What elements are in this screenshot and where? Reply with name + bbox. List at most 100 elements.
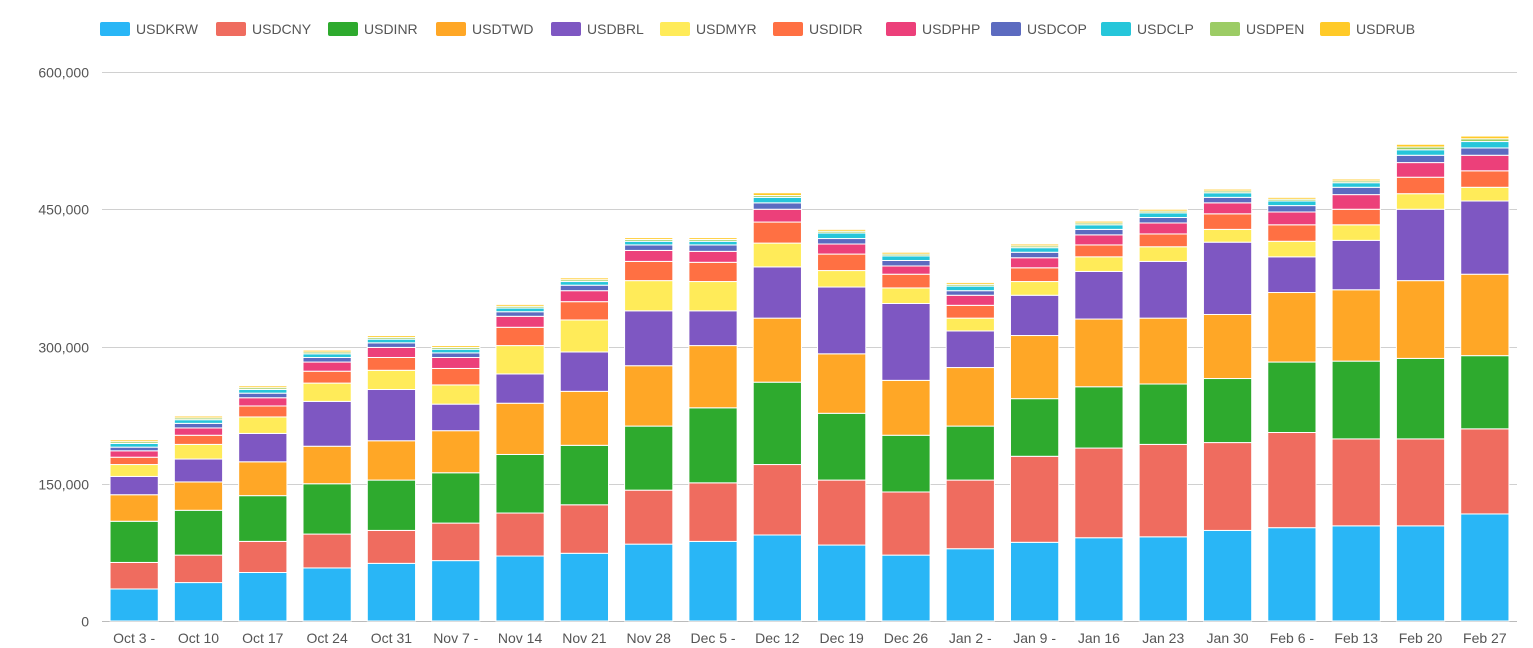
bar-segment-usdidr[interactable] xyxy=(624,260,674,282)
bar-segment-usdinr[interactable] xyxy=(817,412,867,481)
bar-segment-usdcny[interactable] xyxy=(109,561,159,590)
bar-segment-usdinr[interactable] xyxy=(752,381,802,466)
bar-segment-usdcny[interactable] xyxy=(238,540,288,574)
bar-segment-usdmyr[interactable] xyxy=(238,416,288,434)
bar-segment-usdbrl[interactable] xyxy=(366,389,417,442)
bar-segment-usdkrw[interactable] xyxy=(1331,525,1381,622)
bar-segment-usdclp[interactable] xyxy=(366,338,417,344)
bar-segment-usdtwd[interactable] xyxy=(1395,280,1446,359)
bar-segment-usdrub[interactable] xyxy=(366,335,417,338)
bar-segment-usdphp[interactable] xyxy=(1202,202,1253,215)
bar-segment-usdidr[interactable] xyxy=(559,301,610,321)
bar-segment-usdmyr[interactable] xyxy=(1074,256,1124,272)
bar-segment-usdtwd[interactable] xyxy=(1074,318,1124,388)
bar-segment-usdclp[interactable] xyxy=(688,240,738,246)
bar-segment-usdcny[interactable] xyxy=(881,491,931,556)
bar-segment-usdmyr[interactable] xyxy=(752,242,802,268)
bar-segment-usdidr[interactable] xyxy=(495,326,545,347)
bar-segment-usdcop[interactable] xyxy=(624,244,674,251)
bar-segment-usdcop[interactable] xyxy=(431,352,481,358)
bar-segment-usdcop[interactable] xyxy=(495,311,545,317)
bar-segment-usdcop[interactable] xyxy=(752,202,802,210)
bar-segment-usdclp[interactable] xyxy=(1267,200,1317,207)
bar-segment-usdrub[interactable] xyxy=(1138,208,1188,212)
bar-segment-usdkrw[interactable] xyxy=(173,582,224,622)
bar-segment-usdinr[interactable] xyxy=(1395,357,1446,440)
legend-item-usdphp[interactable]: USDPHP xyxy=(886,19,980,39)
bar-segment-usdtwd[interactable] xyxy=(302,445,352,485)
bar-segment-usdkrw[interactable] xyxy=(559,552,610,622)
bar-segment-usdclp[interactable] xyxy=(624,240,674,246)
bar-segment-usdclp[interactable] xyxy=(1202,192,1253,198)
bar-segment-usdphp[interactable] xyxy=(1395,162,1446,178)
bar-segment-usdkrw[interactable] xyxy=(752,534,802,622)
bar-segment-usdcop[interactable] xyxy=(559,284,610,292)
legend-item-usdbrl[interactable]: USDBRL xyxy=(551,19,644,39)
bar-segment-usdidr[interactable] xyxy=(1460,170,1510,188)
bar-segment-usdbrl[interactable] xyxy=(752,266,802,319)
bar-segment-usdbrl[interactable] xyxy=(1138,260,1188,319)
bar-segment-usdidr[interactable] xyxy=(817,253,867,272)
bar-segment-usdbrl[interactable] xyxy=(431,403,481,432)
bar-segment-usdidr[interactable] xyxy=(1074,244,1124,258)
bar-segment-usdtwd[interactable] xyxy=(752,317,802,383)
bar-segment-usdidr[interactable] xyxy=(1138,233,1188,248)
bar-segment-usdinr[interactable] xyxy=(945,425,995,481)
bar-segment-usdkrw[interactable] xyxy=(238,572,288,622)
legend-item-usdcop[interactable]: USDCOP xyxy=(991,19,1087,39)
bar-segment-usdmyr[interactable] xyxy=(173,443,224,460)
bar-segment-usdrub[interactable] xyxy=(752,192,802,197)
bar-segment-usdrub[interactable] xyxy=(1009,243,1060,247)
bar-segment-usdtwd[interactable] xyxy=(1138,317,1188,385)
bar-segment-usdinr[interactable] xyxy=(624,425,674,491)
bar-segment-usdkrw[interactable] xyxy=(945,548,995,622)
bar-segment-usdclp[interactable] xyxy=(431,348,481,354)
bar-segment-usdbrl[interactable] xyxy=(173,458,224,483)
bar-segment-usdrub[interactable] xyxy=(817,228,867,232)
bar-segment-usdkrw[interactable] xyxy=(366,562,417,622)
bar-segment-usdmyr[interactable] xyxy=(1202,228,1253,243)
bar-segment-usdrub[interactable] xyxy=(1395,143,1446,148)
bar-segment-usdkrw[interactable] xyxy=(495,555,545,622)
bar-segment-usdcop[interactable] xyxy=(817,238,867,245)
bar-segment-usdmyr[interactable] xyxy=(817,270,867,288)
bar-segment-usdkrw[interactable] xyxy=(1138,536,1188,622)
bar-segment-usdtwd[interactable] xyxy=(1009,335,1060,400)
bar-segment-usdtwd[interactable] xyxy=(1331,289,1381,362)
legend-item-usdpen[interactable]: USDPEN xyxy=(1210,19,1304,39)
bar-segment-usdidr[interactable] xyxy=(1331,208,1381,226)
bar-segment-usdidr[interactable] xyxy=(109,456,159,466)
bar-segment-usdclp[interactable] xyxy=(173,419,224,424)
bar-segment-usdclp[interactable] xyxy=(238,389,288,394)
bar-segment-usdbrl[interactable] xyxy=(1395,208,1446,282)
bar-segment-usdphp[interactable] xyxy=(559,290,610,303)
bar-segment-usdclp[interactable] xyxy=(1138,212,1188,218)
bar-segment-usdcop[interactable] xyxy=(1202,196,1253,204)
bar-segment-usdrub[interactable] xyxy=(238,385,288,389)
bar-segment-usdkrw[interactable] xyxy=(881,554,931,622)
bar-segment-usdrub[interactable] xyxy=(945,281,995,285)
bar-segment-usdcny[interactable] xyxy=(302,533,352,569)
bar-segment-usdcop[interactable] xyxy=(109,446,159,452)
bar-segment-usdtwd[interactable] xyxy=(366,440,417,481)
bar-segment-usdinr[interactable] xyxy=(1267,361,1317,434)
bar-segment-usdcny[interactable] xyxy=(366,529,417,564)
bar-segment-usdphp[interactable] xyxy=(752,208,802,223)
bar-segment-usdmyr[interactable] xyxy=(1395,193,1446,210)
bar-segment-usdrub[interactable] xyxy=(109,439,159,443)
bar-segment-usdbrl[interactable] xyxy=(302,400,352,447)
bar-segment-usdtwd[interactable] xyxy=(817,353,867,414)
bar-segment-usdtwd[interactable] xyxy=(945,367,995,427)
bar-segment-usdphp[interactable] xyxy=(1074,234,1124,246)
bar-segment-usdmyr[interactable] xyxy=(302,382,352,402)
bar-segment-usdtwd[interactable] xyxy=(238,461,288,497)
bar-segment-usdrub[interactable] xyxy=(688,237,738,240)
bar-segment-usdphp[interactable] xyxy=(1267,211,1317,226)
bar-segment-usdphp[interactable] xyxy=(688,250,738,263)
bar-segment-usdbrl[interactable] xyxy=(1267,256,1317,294)
bar-segment-usdtwd[interactable] xyxy=(881,379,931,436)
bar-segment-usdcop[interactable] xyxy=(945,290,995,296)
bar-segment-usdphp[interactable] xyxy=(1138,222,1188,235)
bar-segment-usdcop[interactable] xyxy=(238,392,288,399)
bar-segment-usdcny[interactable] xyxy=(688,482,738,542)
